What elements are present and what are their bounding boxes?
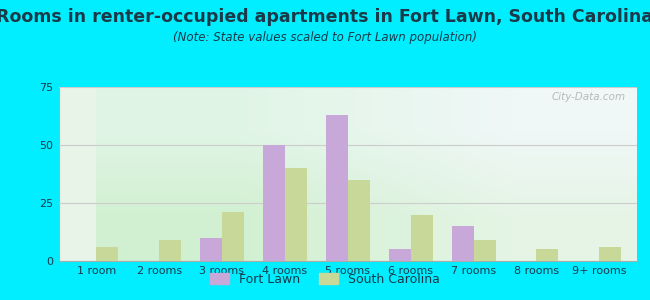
Bar (411, 214, 433, 261)
Bar (285, 168, 307, 261)
Bar (159, 240, 181, 261)
Bar (473, 240, 495, 261)
Bar (96, 247, 118, 261)
Text: Rooms in renter-occupied apartments in Fort Lawn, South Carolina: Rooms in renter-occupied apartments in F… (0, 8, 650, 26)
Bar (200, 238, 222, 261)
Bar (452, 226, 473, 261)
Bar (348, 180, 370, 261)
Bar (326, 115, 348, 261)
Text: (Note: State values scaled to Fort Lawn population): (Note: State values scaled to Fort Lawn … (173, 32, 477, 44)
Text: City-Data.com: City-Data.com (551, 92, 625, 102)
Bar (222, 212, 244, 261)
Bar (389, 249, 411, 261)
Legend: Fort Lawn, South Carolina: Fort Lawn, South Carolina (205, 268, 445, 291)
Bar (599, 247, 621, 261)
Bar (263, 145, 285, 261)
Bar (536, 249, 558, 261)
